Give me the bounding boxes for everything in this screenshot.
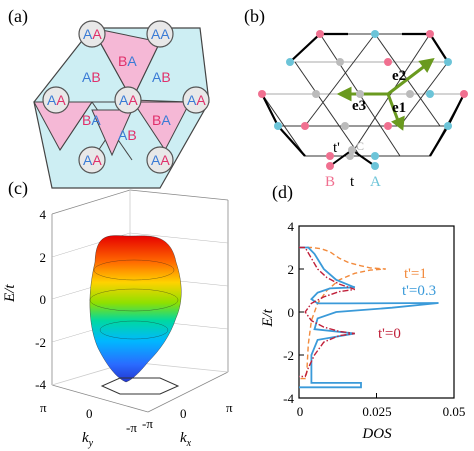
brillouin-zone xyxy=(100,377,180,395)
x-axis-title: DOS xyxy=(361,426,392,442)
vector-e3-label: e3 xyxy=(352,98,366,114)
cell-label: BA xyxy=(118,53,137,69)
x-tick: 0.025 xyxy=(362,404,391,419)
dos-series-group xyxy=(299,246,439,389)
series-label-tprime-1: t'=1 xyxy=(404,266,427,282)
vector-e2-label: e2 xyxy=(392,68,406,84)
bond-tprime-label: t' xyxy=(333,140,340,156)
y-tick: -2 xyxy=(283,348,294,363)
y-tick: 2 xyxy=(288,262,295,277)
series-label-tprime-0-3: t'=0.3 xyxy=(402,283,436,299)
z-tick: 0 xyxy=(40,292,47,307)
panel-a-label: (a) xyxy=(8,6,28,27)
y-axis-title: E/t xyxy=(260,308,276,327)
kx-axis-title: kx xyxy=(180,430,192,449)
cell-label: AA xyxy=(151,26,170,42)
lattice-sites xyxy=(258,30,468,160)
cell-label: BA xyxy=(82,112,101,128)
site-c-label: C xyxy=(356,139,364,153)
ky-tick: 0 xyxy=(86,406,93,421)
z-tick: 4 xyxy=(40,207,47,222)
z-axis-title: E/t xyxy=(2,284,18,303)
ky-tick: -π xyxy=(126,420,137,435)
z-tick: -2 xyxy=(35,335,46,350)
site-b-label: B xyxy=(325,174,335,190)
y-tick: 4 xyxy=(288,219,295,234)
cell-label: AA xyxy=(47,92,66,108)
cell-label: AB xyxy=(152,69,171,85)
dos-series-1 xyxy=(299,246,439,389)
cell-label: AB xyxy=(82,69,101,85)
band-surface xyxy=(89,235,182,383)
panel-d-label: (d) xyxy=(272,182,293,203)
panel-c: (c) 4 2 xyxy=(2,178,233,449)
panel-b: (b) xyxy=(244,6,468,190)
panel-c-label: (c) xyxy=(8,178,28,199)
dos-plot-frame xyxy=(298,225,455,399)
z-tick: -4 xyxy=(35,377,46,392)
panel-a: (a) AA AA B xyxy=(8,6,210,189)
cell-label: AA xyxy=(119,92,138,108)
ky-axis-title: ky xyxy=(82,430,94,449)
kx-tick: -π xyxy=(142,416,153,431)
lattice-vectors xyxy=(336,57,435,131)
kx-tick: π xyxy=(226,400,233,415)
dos-series-0 xyxy=(299,246,386,380)
z-tick: 2 xyxy=(40,250,47,265)
triangle-right xyxy=(131,99,191,151)
panel-d: (d) 4 2 0 -2 -4 0 0.025 0.05 E/t DOS t'=… xyxy=(260,182,465,442)
cell-label: BA xyxy=(152,112,171,128)
dos-axis-ticks xyxy=(298,225,455,399)
cell-label: AA xyxy=(83,26,102,42)
x-tick: 0.05 xyxy=(443,404,466,419)
panel-b-label: (b) xyxy=(244,6,265,27)
site-a-label: A xyxy=(370,174,381,190)
cell-label: AA xyxy=(151,152,170,168)
x-tick: 0 xyxy=(297,404,304,419)
cell-label: AB xyxy=(118,127,137,143)
kx-tick: 0 xyxy=(180,406,187,421)
cell-label: AA xyxy=(187,92,206,108)
bond-t-label: t xyxy=(350,174,355,190)
series-label-tprime-0: t'=0 xyxy=(378,326,401,342)
cell-label: AA xyxy=(83,152,102,168)
triangle-bottom xyxy=(91,109,133,157)
dos-series-2 xyxy=(299,246,356,378)
ky-tick: π xyxy=(40,400,47,415)
vector-e1-label: e1 xyxy=(392,100,406,116)
y-tick: 0 xyxy=(288,305,295,320)
y-tick: -4 xyxy=(283,391,294,406)
